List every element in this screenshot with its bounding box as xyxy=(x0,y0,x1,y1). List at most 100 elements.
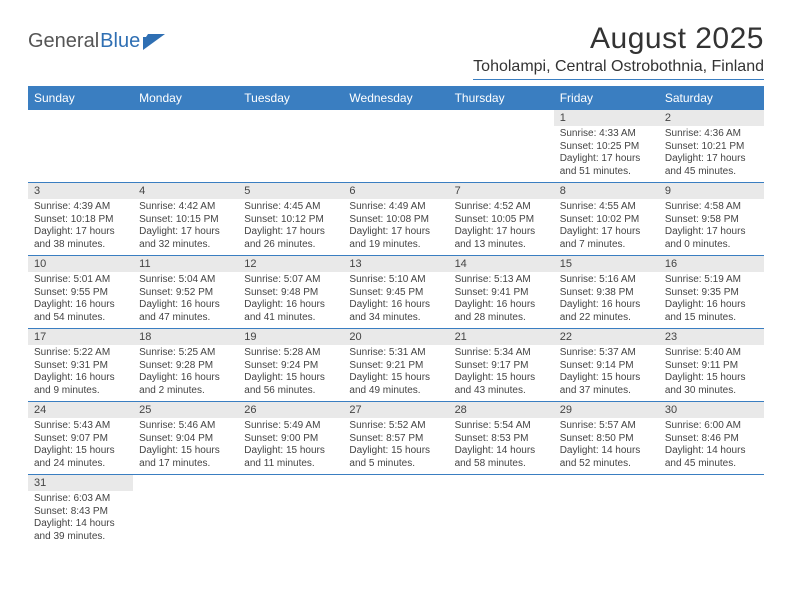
day-number: 16 xyxy=(659,256,764,272)
day-details: Sunrise: 4:36 AMSunset: 10:21 PMDaylight… xyxy=(659,126,764,182)
calendar-day-cell: 27Sunrise: 5:52 AMSunset: 8:57 PMDayligh… xyxy=(343,402,448,475)
sunrise-text: Sunrise: 4:36 AM xyxy=(665,128,758,141)
brand-logo: GeneralBlue xyxy=(28,22,165,53)
sunset-text: Sunset: 10:08 PM xyxy=(349,214,442,227)
day-number: 12 xyxy=(238,256,343,272)
calendar-day-cell: 29Sunrise: 5:57 AMSunset: 8:50 PMDayligh… xyxy=(554,402,659,475)
calendar-week-row: 3 Sunrise: 4:39 AMSunset: 10:18 PM Dayligh… xyxy=(28,183,764,256)
calendar-day-cell: 10Sunrise: 5:01 AMSunset: 9:55 PMDayligh… xyxy=(28,256,133,329)
sunset-text: Sunset: 8:46 PM xyxy=(665,433,758,446)
sunrise-text: Sunrise: 4:58 AM xyxy=(665,201,758,214)
daylight-text: Daylight: 15 hours and 43 minutes. xyxy=(455,372,548,397)
sunset-text: Sunset: 9:38 PM xyxy=(560,287,653,300)
sunrise-text: Sunrise: 5:34 AM xyxy=(455,347,548,360)
sunrise-text: Sunrise: 4:39 AM xyxy=(34,201,127,214)
sunset-text: Sunset: 9:55 PM xyxy=(34,287,127,300)
calendar-day-cell: 7Sunrise: 4:52 AMSunset: 10:05 PMDayligh… xyxy=(449,183,554,256)
calendar-day-cell: 2Sunrise: 4:36 AMSunset: 10:21 PMDayligh… xyxy=(659,110,764,183)
calendar-day-cell: 31Sunrise: 6:03 AMSunset: 8:43 PMDayligh… xyxy=(28,475,133,548)
calendar-day-cell xyxy=(659,475,764,548)
daylight-text: Daylight: 16 hours and 15 minutes. xyxy=(665,299,758,324)
sunrise-text: Sunrise: 5:13 AM xyxy=(455,274,548,287)
calendar-day-cell: 5Sunrise: 4:45 AMSunset: 10:12 PMDayligh… xyxy=(238,183,343,256)
day-number: 10 xyxy=(28,256,133,272)
day-number: 17 xyxy=(28,329,133,345)
calendar-day-cell xyxy=(133,110,238,183)
calendar-day-cell: 19Sunrise: 5:28 AMSunset: 9:24 PMDayligh… xyxy=(238,329,343,402)
sunset-text: Sunset: 8:53 PM xyxy=(455,433,548,446)
sunrise-text: Sunrise: 5:01 AM xyxy=(34,274,127,287)
calendar-day-cell xyxy=(238,475,343,548)
sunset-text: Sunset: 10:18 PM xyxy=(34,214,127,227)
daylight-text: Daylight: 17 hours and 51 minutes. xyxy=(560,153,653,178)
weekday-header: Monday xyxy=(133,86,238,110)
weekday-header: Saturday xyxy=(659,86,764,110)
sunrise-text: Sunrise: 6:00 AM xyxy=(665,420,758,433)
day-details: Sunrise: 5:19 AMSunset: 9:35 PMDaylight:… xyxy=(659,272,764,328)
daylight-text: Daylight: 17 hours and 26 minutes. xyxy=(244,226,337,251)
calendar-day-cell: 24Sunrise: 5:43 AMSunset: 9:07 PMDayligh… xyxy=(28,402,133,475)
daylight-text: Daylight: 14 hours and 58 minutes. xyxy=(455,445,548,470)
calendar-day-cell: 6Sunrise: 4:49 AMSunset: 10:08 PMDayligh… xyxy=(343,183,448,256)
sunrise-text: Sunrise: 5:25 AM xyxy=(139,347,232,360)
brand-blue: Blue xyxy=(100,30,140,53)
calendar-week-row: 10Sunrise: 5:01 AMSunset: 9:55 PMDayligh… xyxy=(28,256,764,329)
sunrise-text: Sunrise: 6:03 AM xyxy=(34,493,127,506)
sunrise-text: Sunrise: 5:40 AM xyxy=(665,347,758,360)
calendar-day-cell xyxy=(554,475,659,548)
calendar-day-cell: 12Sunrise: 5:07 AMSunset: 9:48 PMDayligh… xyxy=(238,256,343,329)
weekday-header: Friday xyxy=(554,86,659,110)
day-details: Sunrise: 4:33 AMSunset: 10:25 PMDaylight… xyxy=(554,126,659,182)
day-details: Sunrise: 6:00 AMSunset: 8:46 PMDaylight:… xyxy=(659,418,764,474)
day-number: 5 xyxy=(238,183,343,199)
day-details: Sunrise: 4:58 AMSunset: 9:58 PMDaylight:… xyxy=(659,199,764,255)
sunrise-text: Sunrise: 5:54 AM xyxy=(455,420,548,433)
calendar-day-cell: 9Sunrise: 4:58 AMSunset: 9:58 PMDaylight… xyxy=(659,183,764,256)
calendar-day-cell xyxy=(343,475,448,548)
sunrise-text: Sunrise: 4:45 AM xyxy=(244,201,337,214)
sunset-text: Sunset: 9:24 PM xyxy=(244,360,337,373)
daylight-text: Daylight: 15 hours and 11 minutes. xyxy=(244,445,337,470)
day-details: Sunrise: 5:10 AMSunset: 9:45 PMDaylight:… xyxy=(343,272,448,328)
calendar-day-cell: 1Sunrise: 4:33 AMSunset: 10:25 PMDayligh… xyxy=(554,110,659,183)
sunrise-text: Sunrise: 5:19 AM xyxy=(665,274,758,287)
sunset-text: Sunset: 9:48 PM xyxy=(244,287,337,300)
day-number: 31 xyxy=(28,475,133,491)
sunset-text: Sunset: 9:11 PM xyxy=(665,360,758,373)
day-details: Sunrise: 5:34 AMSunset: 9:17 PMDaylight:… xyxy=(449,345,554,401)
sunrise-text: Sunrise: 4:33 AM xyxy=(560,128,653,141)
brand-general: General xyxy=(28,30,99,53)
sunset-text: Sunset: 9:14 PM xyxy=(560,360,653,373)
daylight-text: Daylight: 15 hours and 37 minutes. xyxy=(560,372,653,397)
sunset-text: Sunset: 10:05 PM xyxy=(455,214,548,227)
sunset-text: Sunset: 9:35 PM xyxy=(665,287,758,300)
day-number: 21 xyxy=(449,329,554,345)
sunset-text: Sunset: 10:25 PM xyxy=(560,141,653,154)
day-number: 30 xyxy=(659,402,764,418)
calendar-day-cell xyxy=(343,110,448,183)
calendar-body: 1Sunrise: 4:33 AMSunset: 10:25 PMDayligh… xyxy=(28,110,764,547)
calendar-day-cell: 22Sunrise: 5:37 AMSunset: 9:14 PMDayligh… xyxy=(554,329,659,402)
daylight-text: Daylight: 16 hours and 41 minutes. xyxy=(244,299,337,324)
daylight-text: Daylight: 17 hours and 19 minutes. xyxy=(349,226,442,251)
day-number: 24 xyxy=(28,402,133,418)
sunset-text: Sunset: 9:41 PM xyxy=(455,287,548,300)
calendar-day-cell: 21Sunrise: 5:34 AMSunset: 9:17 PMDayligh… xyxy=(449,329,554,402)
day-number: 9 xyxy=(659,183,764,199)
day-details: Sunrise: 4:49 AMSunset: 10:08 PMDaylight… xyxy=(343,199,448,255)
daylight-text: Daylight: 16 hours and 34 minutes. xyxy=(349,299,442,324)
sunrise-text: Sunrise: 4:52 AM xyxy=(455,201,548,214)
sunset-text: Sunset: 8:50 PM xyxy=(560,433,653,446)
day-number: 4 xyxy=(133,183,238,199)
sunrise-text: Sunrise: 5:31 AM xyxy=(349,347,442,360)
sunrise-text: Sunrise: 5:52 AM xyxy=(349,420,442,433)
calendar-day-cell: 26Sunrise: 5:49 AMSunset: 9:00 PMDayligh… xyxy=(238,402,343,475)
sunrise-text: Sunrise: 5:37 AM xyxy=(560,347,653,360)
sunset-text: Sunset: 9:07 PM xyxy=(34,433,127,446)
sunset-text: Sunset: 8:43 PM xyxy=(34,506,127,519)
sunset-text: Sunset: 10:02 PM xyxy=(560,214,653,227)
day-details: Sunrise: 5:07 AMSunset: 9:48 PMDaylight:… xyxy=(238,272,343,328)
day-details: Sunrise: 5:43 AMSunset: 9:07 PMDaylight:… xyxy=(28,418,133,474)
day-number: 3 xyxy=(28,183,133,199)
day-details: Sunrise: 5:01 AMSunset: 9:55 PMDaylight:… xyxy=(28,272,133,328)
